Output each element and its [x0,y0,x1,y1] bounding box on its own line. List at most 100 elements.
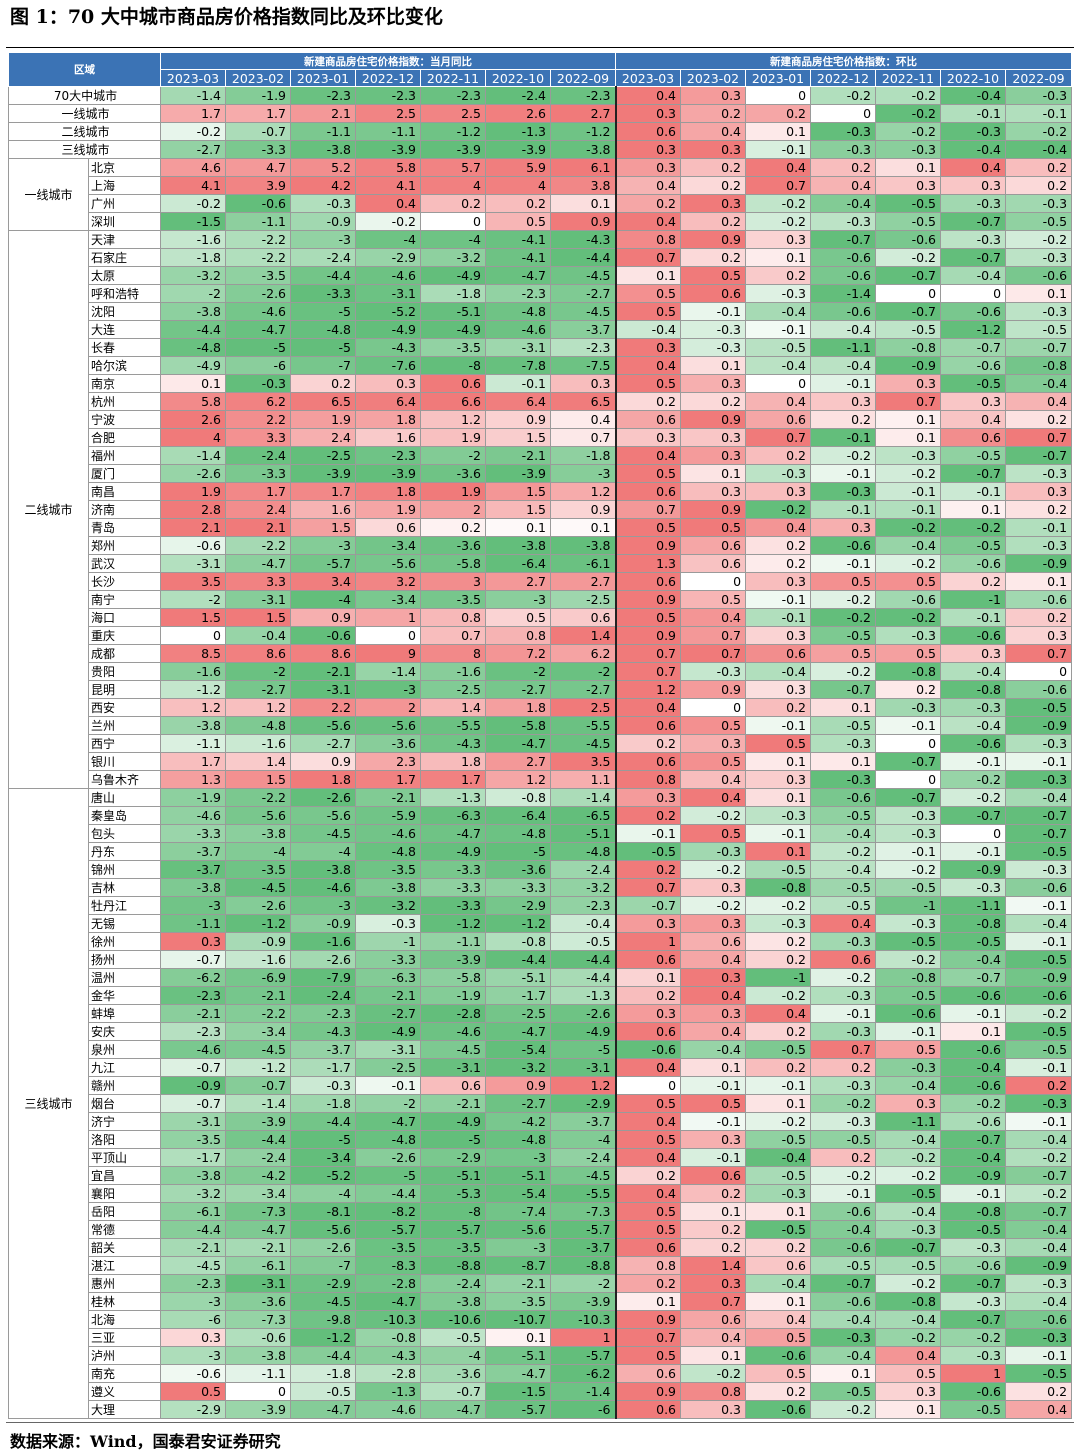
mom-value-cell: -0.1 [1005,752,1073,771]
yoy-value-cell: -6.3 [420,806,486,825]
mom-value-cell: 0.3 [940,176,1007,195]
yoy-value-cell: -8 [420,356,486,375]
mom-value-cell: -0.9 [940,860,1007,879]
yoy-value-cell: -4.5 [225,878,291,897]
mom-value-cell: -0.1 [1005,932,1073,951]
mom-value-cell: -0.5 [745,1166,812,1185]
yoy-value-cell: 2.5 [549,698,617,717]
mom-value-cell: -0.3 [875,626,942,645]
yoy-value-cell: -2.5 [355,1058,421,1077]
mom-value-cell: 0.6 [614,1022,682,1041]
city-name: 大理 [88,1400,161,1419]
mom-value-cell: -0.2 [875,608,942,627]
city-row: 昆明 -1.2 -2.7 -3.1 -3 -2.5 -2.7 -2.7 1.2 0.9 0.3 -0.… [9,680,1073,699]
mom-value-cell: 0.2 [1005,608,1073,627]
mom-value-cell: 0.1 [614,266,682,285]
mom-value-cell: -0.2 [810,86,877,105]
tier-group-label: 一线城市 [8,158,89,231]
city-row: 洛阳 -3.5 -4.4 -5 -4.8 -5 -4.8 -4 0.5 0.3 -0.5 -0.5 -0… [9,1130,1073,1149]
yoy-value-cell: -1.2 [290,1328,356,1347]
yoy-value-cell: -5.5 [420,716,486,735]
mom-value-cell: -0.8 [875,338,942,357]
mom-value-cell: 0 [810,104,877,123]
yoy-value-cell: -3.7 [160,842,226,861]
yoy-value-cell: -2.4 [290,986,356,1005]
mom-value-cell: -0.3 [940,698,1007,717]
city-row: 重庆 0 -0.4 -0.6 0 0.7 0.8 1.4 0.9 0.7 0.3 -0.5 -0.3 -0… [9,626,1073,645]
yoy-value-cell: -4.8 [549,842,617,861]
mom-value-cell: -0.2 [745,986,812,1005]
mom-value-cell: -0.5 [1005,950,1073,969]
yoy-value-cell: -2.1 [160,1004,226,1023]
mom-value-cell: -0.4 [1005,914,1073,933]
yoy-value-cell: 6.4 [485,392,551,411]
mom-value-cell: -0.2 [680,860,747,879]
city-name: 惠州 [88,1274,161,1293]
region-header: 区域 [8,52,161,87]
yoy-value-cell: -5.6 [225,806,291,825]
mom-value-cell: 0.6 [614,122,682,141]
yoy-value-cell: -3 [485,1238,551,1257]
yoy-value-cell: 6.2 [225,392,291,411]
mom-value-cell: -0.1 [875,482,942,501]
city-name: 吉林 [88,878,161,897]
mom-value-cell: 0.2 [810,1058,877,1077]
mom-value-cell: 0.1 [810,1364,877,1383]
mom-value-cell: 0 [614,1076,682,1095]
yoy-value-cell: 4 [160,428,226,447]
yoy-value-cell: -4 [420,230,486,249]
yoy-value-cell: 2.6 [485,104,551,123]
mom-value-cell: 0.2 [1005,500,1073,519]
mom-value-cell: -0.5 [810,626,877,645]
yoy-value-cell: -4 [290,1184,356,1203]
yoy-value-cell: -4 [420,1346,486,1365]
yoy-value-cell: -2.1 [225,986,291,1005]
yoy-value-cell: -4.7 [225,1220,291,1239]
yoy-value-cell: -6.4 [485,806,551,825]
yoy-value-cell: 0.3 [355,374,421,393]
city-name: 金华 [88,986,161,1005]
yoy-value-cell: -8.1 [290,1202,356,1221]
mom-value-cell: -0.3 [680,842,747,861]
table-body: 70大中城市 -1.4 -1.9 -2.3 -2.3 -2.3 -2.4 -2.3 0.4 0.3… [8,86,1073,1419]
yoy-value-cell: 3 [420,572,486,591]
yoy-value-cell: 4.2 [290,176,356,195]
mom-value-cell: 0.3 [614,428,682,447]
yoy-value-cell: -4.4 [549,968,617,987]
city-row: 襄阳 -3.2 -3.4 -4 -4.4 -5.3 -5.4 -5.5 0.4 0.2 -0.3 -0… [9,1184,1073,1203]
yoy-value-cell: 1.4 [225,752,291,771]
city-name: 丹东 [88,842,161,861]
city-row: 石家庄 -1.8 -2.2 -2.4 -2.9 -3.2 -4.1 -4.4 0.7 0.2 0.1… [9,248,1073,267]
mom-value-cell: -0.7 [1005,1202,1073,1221]
mom-value-cell: 0.2 [810,158,877,177]
mom-value-cell: 0.3 [680,878,747,897]
city-row: 平顶山 -1.7 -2.4 -3.4 -2.6 -2.9 -3 -2.4 0.4 -0.1 -0.4… [9,1148,1073,1167]
yoy-value-cell: -0.7 [225,122,291,141]
mom-value-cell: 0.3 [745,626,812,645]
yoy-value-cell: -3.2 [549,878,617,897]
yoy-value-cell: -1.9 [160,788,226,807]
yoy-value-cell: -3.6 [420,1364,486,1383]
yoy-value-cell: -1.4 [355,662,421,681]
yoy-value-cell: -2 [549,662,617,681]
mom-value-cell: 0.8 [614,230,682,249]
mom-value-cell: -0.3 [940,194,1007,213]
mom-value-cell: -0.5 [745,338,812,357]
mom-value-cell: -0.3 [810,482,877,501]
yoy-value-cell: -3.3 [355,950,421,969]
mom-value-cell: -0.2 [875,518,942,537]
city-row: 西宁 -1.1 -1.6 -2.7 -3.6 -4.3 -4.7 -4.5 0.2 0.3 0.5-… [9,734,1073,753]
mom-value-cell: -1.1 [940,896,1007,915]
yoy-value-cell: -4.4 [485,950,551,969]
yoy-value-cell: -6.2 [160,968,226,987]
mom-value-cell: 0.3 [875,1094,942,1113]
mom-value-cell: -0.3 [1005,536,1073,555]
mom-value-cell: -0.3 [680,662,747,681]
mom-value-cell: 0.2 [614,860,682,879]
mom-value-cell: -0.2 [745,194,812,213]
mom-value-cell: 0 [1005,662,1073,681]
yoy-value-cell: -2.3 [160,1022,226,1041]
mom-value-cell: 0.5 [745,1364,812,1383]
yoy-value-cell: -2.1 [355,986,421,1005]
city-name: 扬州 [88,950,161,969]
